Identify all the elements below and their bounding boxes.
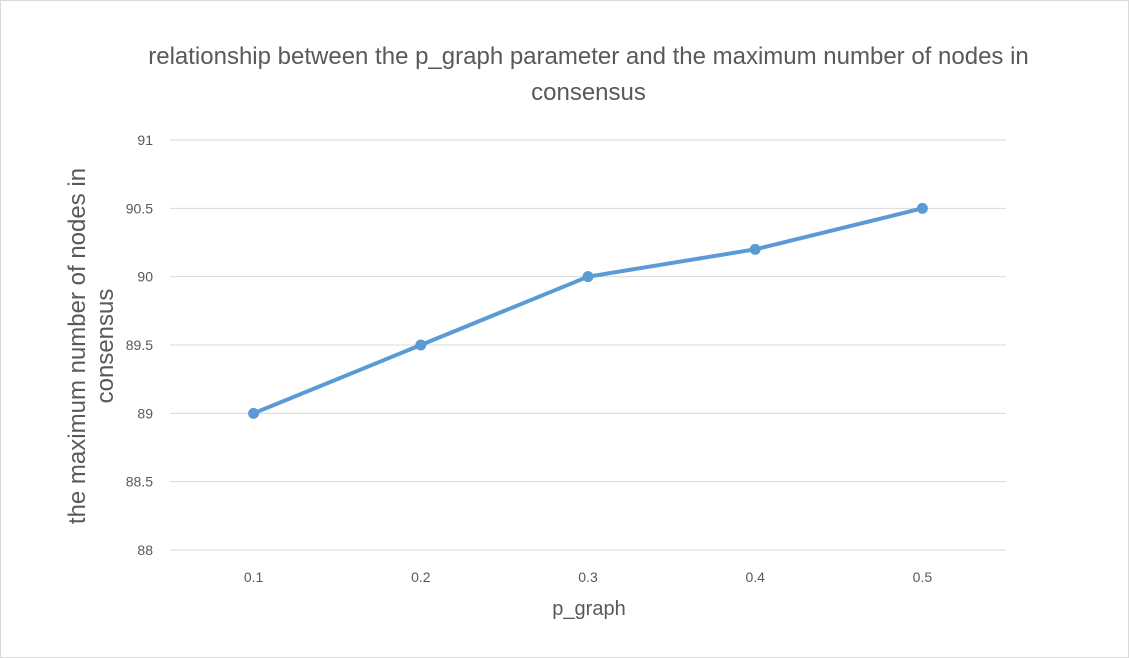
data-point <box>582 271 594 283</box>
series-line <box>251 206 925 416</box>
data-point <box>749 243 761 255</box>
y-tick-label: 91 <box>137 132 153 148</box>
y-tick-label: 90.5 <box>126 200 153 216</box>
data-point <box>248 407 260 419</box>
x-tick-label: 0.2 <box>411 569 431 585</box>
y-tick-label: 90 <box>137 269 153 285</box>
x-tick-label: 0.5 <box>913 569 933 585</box>
series-layer <box>248 202 928 419</box>
y-tick-label: 88 <box>137 542 153 558</box>
y-axis-ticks: 88 88.5 89 89.5 90 90.5 91 <box>126 132 153 558</box>
gridlines <box>170 139 1006 551</box>
y-tick-label: 89 <box>137 405 153 421</box>
y-tick-label: 88.5 <box>126 474 153 490</box>
x-tick-label: 0.1 <box>244 569 264 585</box>
chart-title: relationship between the p_graph paramet… <box>148 43 1029 106</box>
y-tick-label: 89.5 <box>126 337 153 353</box>
data-point <box>415 339 427 351</box>
x-axis-ticks: 0.1 0.2 0.3 0.4 0.5 <box>244 569 932 585</box>
x-tick-label: 0.3 <box>578 569 598 585</box>
x-axis-title: p_graph <box>552 598 626 620</box>
x-tick-label: 0.4 <box>745 569 765 585</box>
data-point <box>916 202 928 214</box>
